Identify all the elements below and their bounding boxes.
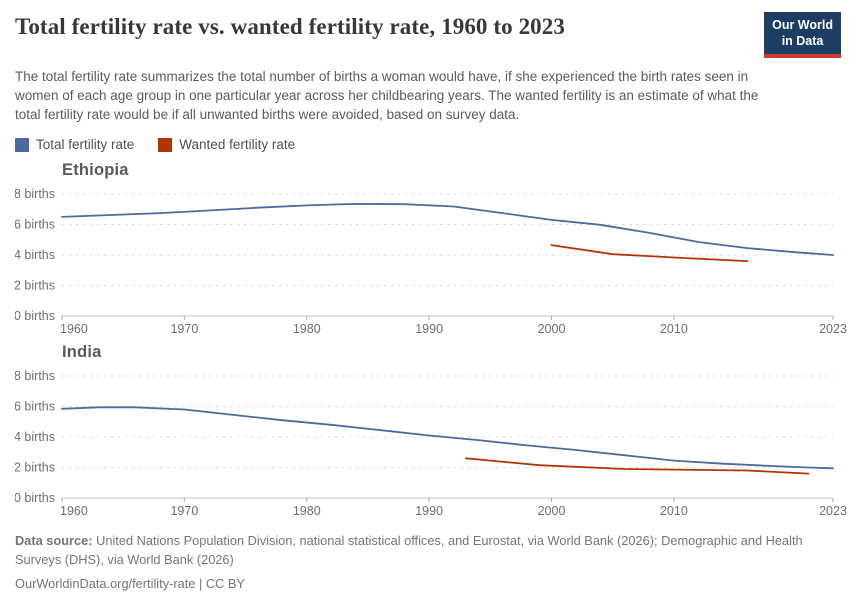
facet-ethiopia: Ethiopia 8 births 6 births 4 births 2 birth…	[15, 161, 847, 338]
total-fertility-rate-line[interactable]	[61, 406, 834, 470]
legend-label-wanted-fertility: Wanted fertility rate	[179, 137, 296, 153]
facet-title-ethiopia: Ethiopia	[62, 161, 129, 180]
facet-title-india: India	[62, 343, 102, 362]
y-axis-label: 6 births	[15, 218, 55, 232]
header: Total fertility rate vs. wanted fertilit…	[15, 12, 841, 58]
y-axis-label: 0 births	[15, 309, 55, 323]
y-axis-label: 0 births	[15, 491, 55, 505]
x-axis-tick-label: 1960	[60, 322, 88, 336]
wanted-fertility-rate-line[interactable]	[464, 457, 810, 475]
y-axis-label: 2 births	[15, 461, 55, 475]
logo-line-2: in Data	[781, 34, 824, 49]
owid-logo[interactable]: Our World in Data	[764, 12, 841, 58]
y-axis-label: 8 births	[15, 187, 55, 201]
y-axis-label: 4 births	[15, 248, 55, 262]
total-fertility-rate-line[interactable]	[61, 203, 834, 257]
legend-swatch-wanted-fertility	[158, 137, 173, 152]
y-axis-label: 8 births	[15, 369, 55, 383]
y-axis-label: 4 births	[15, 430, 55, 444]
legend-item-total-fertility: Total fertility rate	[15, 137, 134, 152]
x-axis-tick-label: 1990	[415, 504, 443, 518]
data-source-label: Data source:	[15, 533, 93, 549]
x-axis-tick-label: 2010	[660, 322, 688, 336]
x-axis-tick-label: 2000	[538, 504, 566, 518]
ethiopia-line-chart[interactable]: 8 births 6 births 4 births 2 births 0 births…	[15, 182, 850, 338]
fertility-rate-link[interactable]: OurWorldinData.org/fertility-rate | CC B…	[15, 576, 245, 592]
y-axis-label: 2 births	[15, 279, 55, 293]
x-axis-tick-label: 1970	[170, 504, 198, 518]
x-axis-tick-label: 1970	[170, 322, 198, 336]
x-axis-tick-label: 2023	[819, 504, 847, 518]
x-axis-tick-label: 1980	[293, 322, 321, 336]
y-axis-label: 6 births	[15, 400, 55, 414]
data-source-text: United Nations Population Division, nati…	[15, 533, 803, 567]
footer: Data source: United Nations Population D…	[15, 532, 841, 594]
page-title: Total fertility rate vs. wanted fertilit…	[15, 14, 565, 39]
india-line-chart[interactable]: 8 births 6 births 4 births 2 births 0 births…	[15, 364, 850, 520]
logo-line-1: Our World	[772, 18, 833, 32]
facet-india: India 8 births 6 births 4 births 2 births 0 …	[15, 343, 847, 520]
data-source-note: Data source: United Nations Population D…	[15, 532, 827, 569]
x-axis-tick-label: 1980	[293, 504, 321, 518]
chart-subtitle: The total fertility rate summarizes the …	[15, 68, 759, 123]
x-axis-tick-label: 1960	[60, 504, 88, 518]
wanted-fertility-rate-line[interactable]	[550, 244, 749, 263]
legend-item-wanted-fertility: Wanted fertility rate	[158, 137, 295, 152]
legend: Total fertility rate Wanted fertility ra…	[15, 137, 841, 152]
legend-label-total-fertility: Total fertility rate	[36, 137, 135, 153]
x-axis-tick-label: 2023	[819, 322, 847, 336]
x-axis-tick-label: 2010	[660, 504, 688, 518]
x-axis-tick-label: 1990	[415, 322, 443, 336]
legend-swatch-total-fertility	[15, 137, 29, 152]
x-axis-tick-label: 2000	[538, 322, 566, 336]
